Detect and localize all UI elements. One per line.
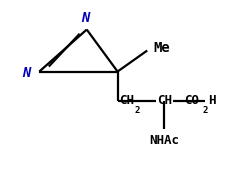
Text: CO: CO	[184, 94, 199, 107]
Text: N: N	[81, 10, 89, 25]
Text: CH: CH	[119, 94, 134, 107]
Text: N: N	[22, 66, 31, 80]
Text: 2: 2	[202, 106, 207, 115]
Text: H: H	[208, 94, 216, 107]
Text: 2: 2	[135, 106, 140, 115]
Text: NHAc: NHAc	[149, 134, 179, 147]
Text: Me: Me	[153, 41, 170, 55]
Text: CH: CH	[158, 94, 172, 107]
